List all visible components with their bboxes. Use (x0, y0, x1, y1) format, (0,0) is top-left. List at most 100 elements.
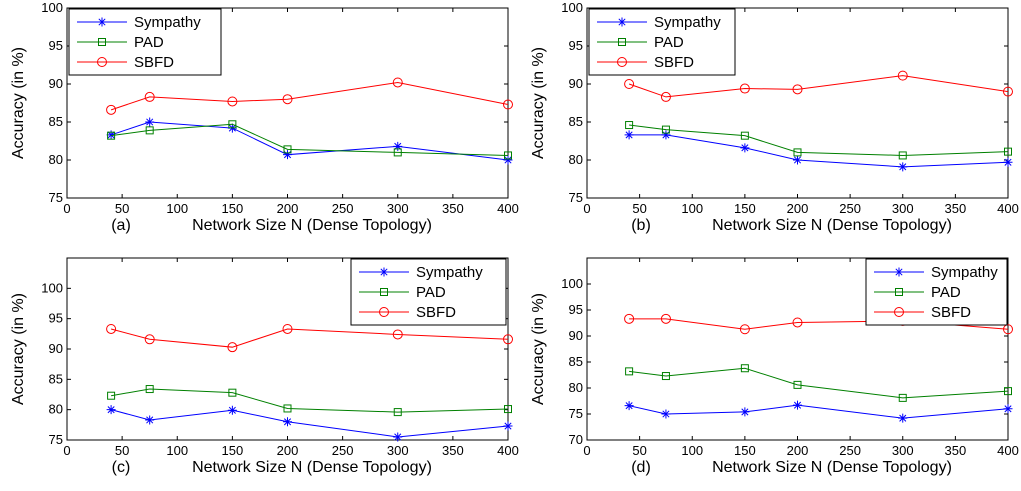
legend-marker (379, 267, 389, 277)
y-tick-label: 100 (41, 280, 63, 295)
legend: Sympathy PAD SBFD (68, 8, 222, 76)
data-point (898, 413, 908, 423)
legend-label: Sympathy (134, 14, 201, 31)
series-sbfd (106, 77, 513, 115)
data-point (145, 126, 154, 135)
data-point (228, 388, 237, 397)
data-point (739, 324, 750, 335)
legend-marker (617, 17, 627, 27)
panel-label: (b) (631, 217, 651, 234)
series-pad (107, 385, 512, 417)
x-tick-label: 0 (63, 201, 70, 216)
data-point (145, 415, 155, 425)
y-tick-label: 90 (49, 341, 63, 356)
series-line (111, 123, 509, 156)
data-point (227, 96, 238, 107)
data-point (144, 334, 155, 345)
series-sbfd (624, 70, 1013, 102)
series-line (111, 388, 509, 413)
x-tick-label: 400 (497, 443, 519, 458)
x-tick-label: 0 (583, 201, 590, 216)
legend-label: Sympathy (931, 264, 998, 281)
y-tick-label: 95 (569, 38, 583, 53)
series-sympathy (624, 130, 1013, 172)
series-line (629, 367, 1009, 399)
data-point (898, 151, 907, 160)
x-tick-label: 100 (681, 201, 703, 216)
data-point (227, 405, 237, 415)
x-tick-label: 0 (583, 443, 590, 458)
x-tick-label: 250 (839, 443, 861, 458)
legend-label: SBFD (931, 304, 971, 321)
series-sympathy (106, 117, 513, 165)
legend-label: PAD (931, 284, 961, 301)
legend-label: SBFD (654, 54, 694, 71)
data-point (107, 391, 116, 400)
y-tick-label: 85 (569, 114, 583, 129)
data-point (392, 329, 403, 340)
series-pad (625, 121, 1012, 160)
series-pad (107, 120, 512, 160)
data-point (898, 393, 907, 402)
x-tick-label: 400 (997, 443, 1019, 458)
data-point (661, 125, 670, 134)
data-point (107, 131, 116, 140)
data-point (282, 94, 293, 105)
x-tick-label: 300 (387, 201, 409, 216)
legend-label: Sympathy (654, 14, 721, 31)
data-point (1003, 324, 1013, 335)
y-tick-label: 100 (561, 276, 583, 291)
legend-marker (98, 38, 106, 46)
y-tick-label: 85 (569, 354, 583, 369)
y-tick-label: 90 (569, 76, 583, 91)
series-sympathy (624, 400, 1013, 423)
data-point (624, 401, 634, 411)
y-tick-label: 85 (49, 114, 63, 129)
data-point (393, 432, 403, 442)
data-point (740, 143, 750, 153)
y-tick-label: 90 (569, 328, 583, 343)
legend: Sympathy PAD SBFD (865, 258, 1008, 326)
x-tick-label: 300 (892, 201, 914, 216)
data-point (283, 417, 292, 427)
data-point (660, 91, 671, 102)
y-tick-label: 100 (561, 0, 583, 15)
data-point (504, 405, 512, 414)
data-point (282, 323, 293, 334)
x-axis-label: Network Size N (Dense Topology) (712, 459, 952, 476)
x-tick-label: 50 (115, 201, 129, 216)
legend-marker (379, 307, 389, 317)
data-point (227, 342, 238, 353)
x-tick-label: 250 (332, 443, 354, 458)
legend-marker (380, 288, 388, 296)
data-point (793, 148, 802, 157)
data-point (793, 380, 802, 389)
chart-panel-1: 0 50 100 150 200 250 300 350 400 75 80 85 90 95 100 (b)… (530, 0, 1019, 234)
legend-marker (97, 57, 107, 67)
legend-marker (617, 57, 627, 67)
x-axis-label: Network Size N (Dense Topology) (712, 217, 952, 234)
data-point (283, 404, 292, 413)
y-tick-label: 85 (49, 371, 63, 386)
series-line (110, 81, 509, 111)
x-tick-label: 50 (632, 201, 646, 216)
y-tick-label: 95 (49, 38, 63, 53)
data-point (504, 151, 512, 160)
legend-marker (618, 38, 626, 46)
y-tick-label: 75 (49, 432, 63, 447)
chart-panel-2: 0 50 100 150 200 250 300 350 400 75 80 85 90 95 100 (c)… (10, 257, 519, 476)
x-tick-label: 150 (222, 443, 244, 458)
x-tick-label: 100 (166, 201, 188, 216)
x-tick-label: 100 (681, 443, 703, 458)
data-point (660, 313, 671, 324)
x-tick-label: 250 (839, 201, 861, 216)
data-point (503, 334, 513, 345)
series-sympathy (106, 405, 513, 442)
x-tick-label: 350 (442, 201, 464, 216)
x-tick-label: 400 (997, 201, 1019, 216)
data-point (625, 367, 634, 376)
data-point (661, 130, 671, 140)
y-tick-label: 75 (569, 406, 583, 421)
x-tick-label: 250 (332, 201, 354, 216)
